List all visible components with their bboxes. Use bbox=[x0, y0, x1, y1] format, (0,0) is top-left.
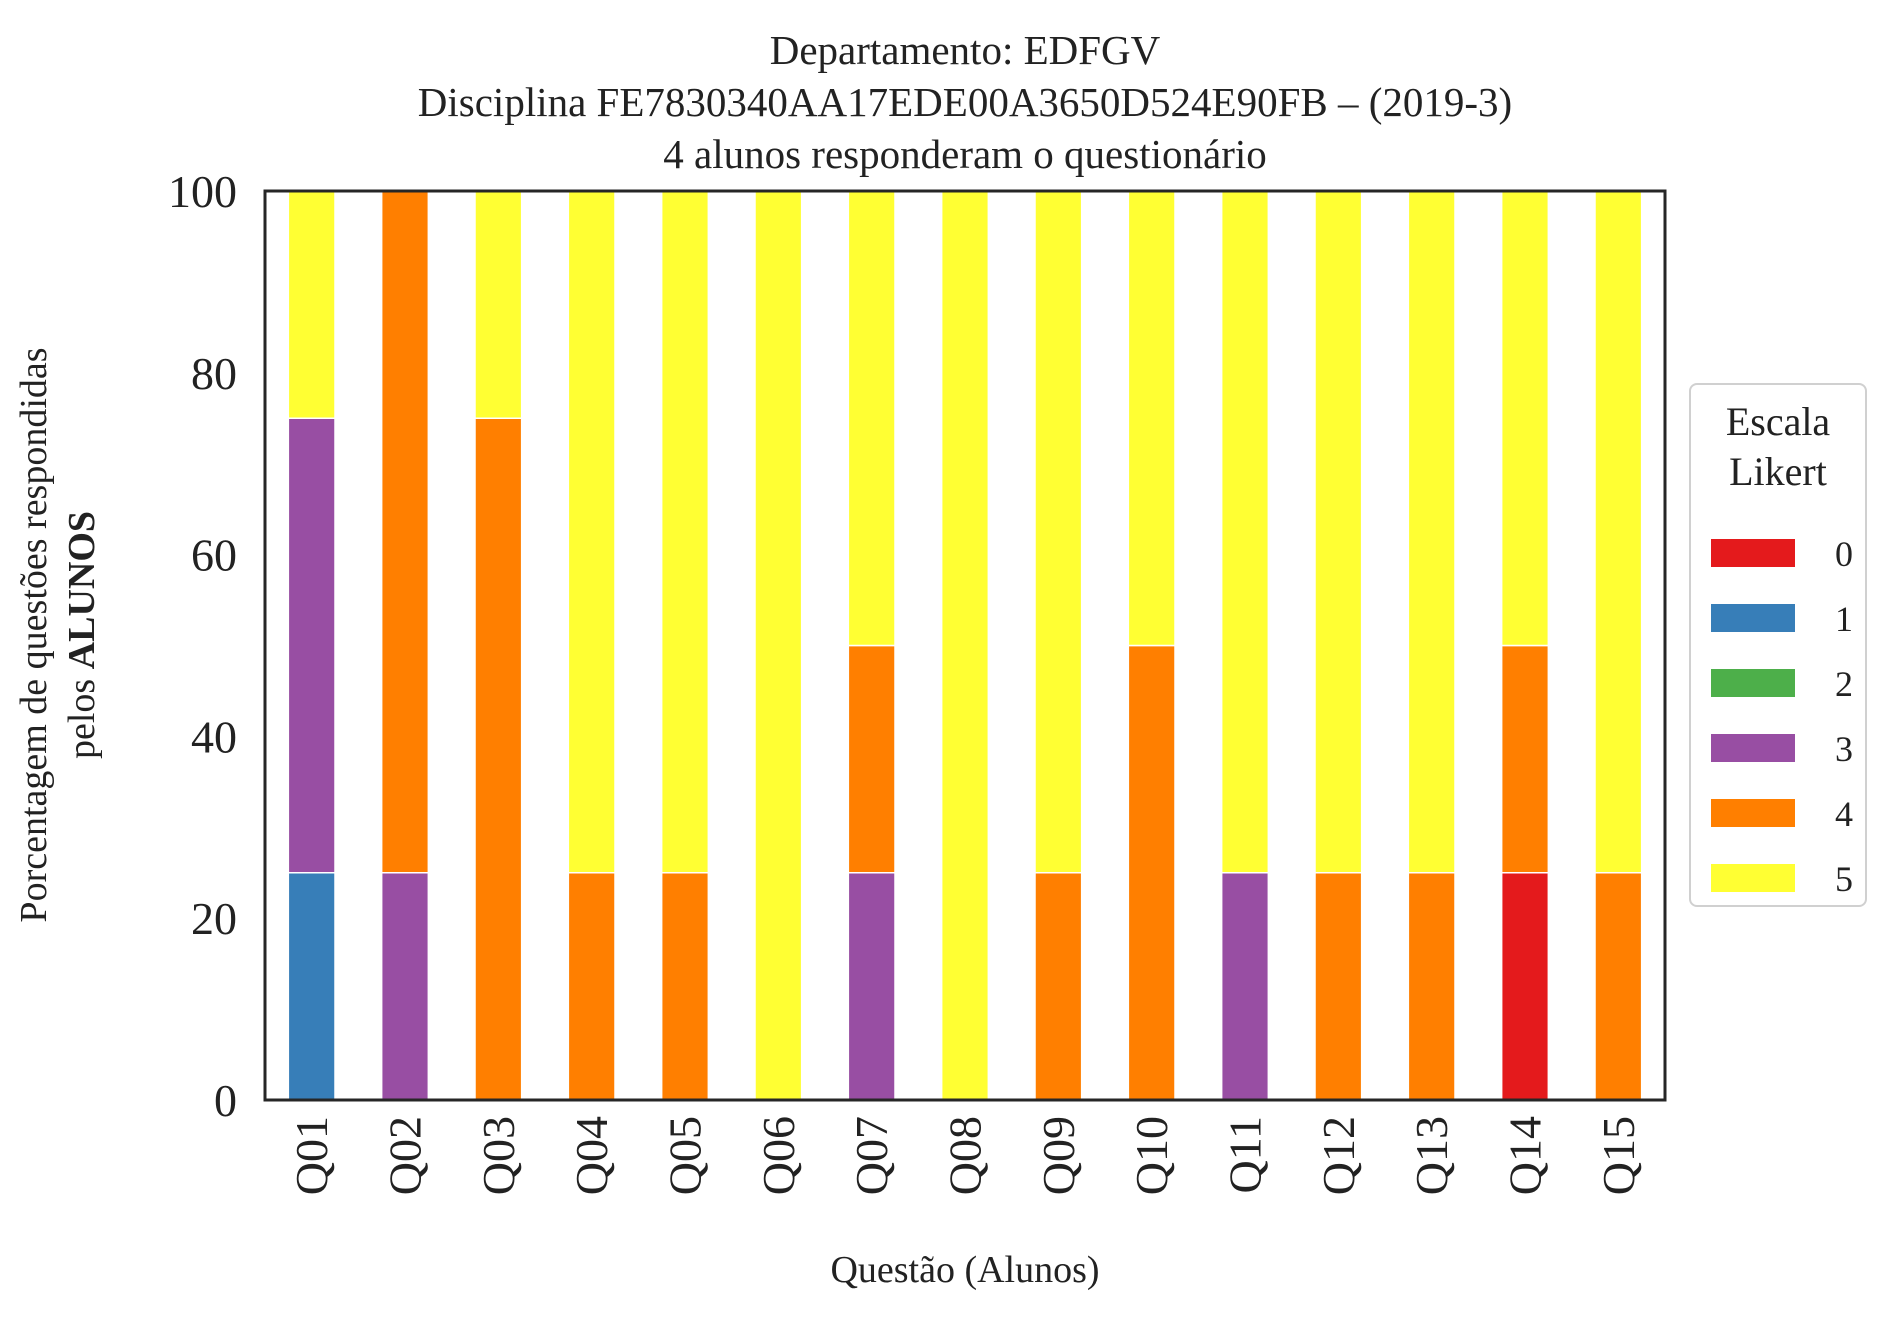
bar-segment-q05-likert-4 bbox=[660, 872, 710, 1101]
legend-title-line-1: Escala bbox=[1725, 399, 1831, 444]
y-axis-label-line-1: Porcentagem de questões respondidas bbox=[13, 347, 55, 923]
bar-segment-q02-likert-3 bbox=[380, 872, 430, 1101]
bar-segment-q14-likert-4 bbox=[1500, 644, 1550, 874]
y-tick-label-40: 40 bbox=[191, 711, 237, 762]
legend: Escala Likert 0 1 2 3 4 5 bbox=[1689, 383, 1867, 907]
y-axis-label-bold: ALUNOS bbox=[61, 510, 103, 670]
bar-segment-q11-likert-5 bbox=[1220, 190, 1270, 874]
bar-segment-q09-likert-4 bbox=[1034, 872, 1083, 1101]
bar-segment-q14-likert-5 bbox=[1500, 190, 1550, 647]
bar-segment-q13-likert-5 bbox=[1407, 190, 1456, 874]
bar-segment-q01-likert-3 bbox=[287, 417, 336, 874]
bar-segment-q03-likert-4 bbox=[474, 417, 523, 1101]
bar-segment-q09-likert-5 bbox=[1034, 190, 1083, 874]
legend-swatch-4 bbox=[1711, 799, 1795, 827]
legend-label-1: 1 bbox=[1835, 599, 1853, 639]
bar-segment-q07-likert-4 bbox=[847, 644, 896, 874]
legend-swatch-2 bbox=[1711, 669, 1795, 697]
legend-item-5: 5 bbox=[1707, 859, 1857, 899]
bar-segment-q15-likert-4 bbox=[1594, 872, 1643, 1101]
bar-segment-q10-likert-4 bbox=[1127, 644, 1176, 1101]
legend-swatch-5 bbox=[1711, 864, 1795, 892]
x-tick-label-q03: Q03 bbox=[473, 1116, 524, 1195]
x-tick-label-q11: Q11 bbox=[1220, 1116, 1271, 1194]
legend-label-5: 5 bbox=[1835, 859, 1853, 899]
legend-label-2: 2 bbox=[1835, 664, 1853, 704]
bar-segment-q15-likert-5 bbox=[1594, 190, 1643, 874]
bar-segment-q04-likert-5 bbox=[567, 190, 616, 874]
legend-title-line-2: Likert bbox=[1729, 449, 1827, 494]
bar-segment-q01-likert-5 bbox=[287, 190, 336, 419]
bar-segment-q07-likert-5 bbox=[847, 190, 896, 647]
bar-segment-q12-likert-4 bbox=[1314, 872, 1363, 1101]
bar-segment-q11-likert-3 bbox=[1220, 872, 1270, 1101]
x-tick-label-q09: Q09 bbox=[1033, 1116, 1084, 1195]
y-axis-label-prefix: pelos bbox=[61, 669, 103, 760]
x-tick-label-q05: Q05 bbox=[660, 1116, 711, 1195]
plot-frame bbox=[263, 189, 1667, 1102]
legend-item-1: 1 bbox=[1707, 599, 1857, 639]
x-tick-label-q13: Q13 bbox=[1406, 1116, 1457, 1195]
chart-title: Departamento: EDFGV bbox=[769, 27, 1161, 73]
x-tick-label-q06: Q06 bbox=[753, 1116, 804, 1195]
legend-swatch-3 bbox=[1711, 734, 1795, 762]
x-tick-label-q04: Q04 bbox=[566, 1116, 617, 1195]
x-tick-label-q01: Q01 bbox=[286, 1116, 337, 1195]
x-tick-label-q02: Q02 bbox=[380, 1116, 431, 1195]
y-tick-label-100: 100 bbox=[168, 166, 237, 217]
bar-segment-q13-likert-4 bbox=[1407, 872, 1456, 1101]
bar-segment-q02-likert-4 bbox=[380, 190, 430, 874]
bar-segment-q07-likert-3 bbox=[847, 872, 896, 1101]
x-tick-label-q12: Q12 bbox=[1313, 1116, 1364, 1195]
legend-item-4: 4 bbox=[1707, 794, 1857, 834]
chart-subtitle-respondents: 4 alunos responderam o questionário bbox=[663, 131, 1267, 177]
x-tick-label-q10: Q10 bbox=[1126, 1116, 1177, 1195]
y-tick-label-80: 80 bbox=[191, 348, 237, 399]
legend-swatch-1 bbox=[1711, 604, 1795, 632]
y-axis-label-line-2: pelos ALUNOS bbox=[58, 245, 106, 1025]
bar-segment-q12-likert-5 bbox=[1314, 190, 1363, 874]
bar-segment-q08-likert-5 bbox=[940, 190, 990, 1101]
chart-subtitle-discipline: Disciplina FE7830340AA17EDE00A3650D524E9… bbox=[417, 79, 1513, 125]
y-tick-label-20: 20 bbox=[191, 893, 237, 944]
y-tick-label-0: 0 bbox=[214, 1075, 237, 1126]
x-tick-label-q08: Q08 bbox=[940, 1116, 991, 1195]
x-tick-label-q15: Q15 bbox=[1593, 1116, 1644, 1195]
legend-item-2: 2 bbox=[1707, 664, 1857, 704]
x-tick-label-q07: Q07 bbox=[846, 1116, 897, 1195]
bar-segment-q14-likert-0 bbox=[1500, 872, 1550, 1101]
bar-segment-q03-likert-5 bbox=[474, 190, 523, 419]
x-tick-label-q14: Q14 bbox=[1500, 1116, 1551, 1195]
bar-segment-q10-likert-5 bbox=[1127, 190, 1176, 647]
bar-segment-q04-likert-4 bbox=[567, 872, 616, 1101]
bar-segment-q06-likert-5 bbox=[754, 190, 803, 1101]
legend-label-4: 4 bbox=[1835, 794, 1853, 834]
legend-title: Escala Likert bbox=[1691, 397, 1865, 497]
legend-item-0: 0 bbox=[1707, 534, 1857, 574]
legend-label-0: 0 bbox=[1835, 534, 1853, 574]
legend-item-3: 3 bbox=[1707, 729, 1857, 769]
bar-segment-q01-likert-1 bbox=[287, 872, 336, 1101]
x-axis-label: Questão (Alunos) bbox=[830, 1249, 1100, 1291]
legend-label-3: 3 bbox=[1835, 729, 1853, 769]
legend-swatch-0 bbox=[1711, 539, 1795, 567]
y-tick-label-60: 60 bbox=[191, 530, 237, 581]
bar-segment-q05-likert-5 bbox=[660, 190, 710, 874]
